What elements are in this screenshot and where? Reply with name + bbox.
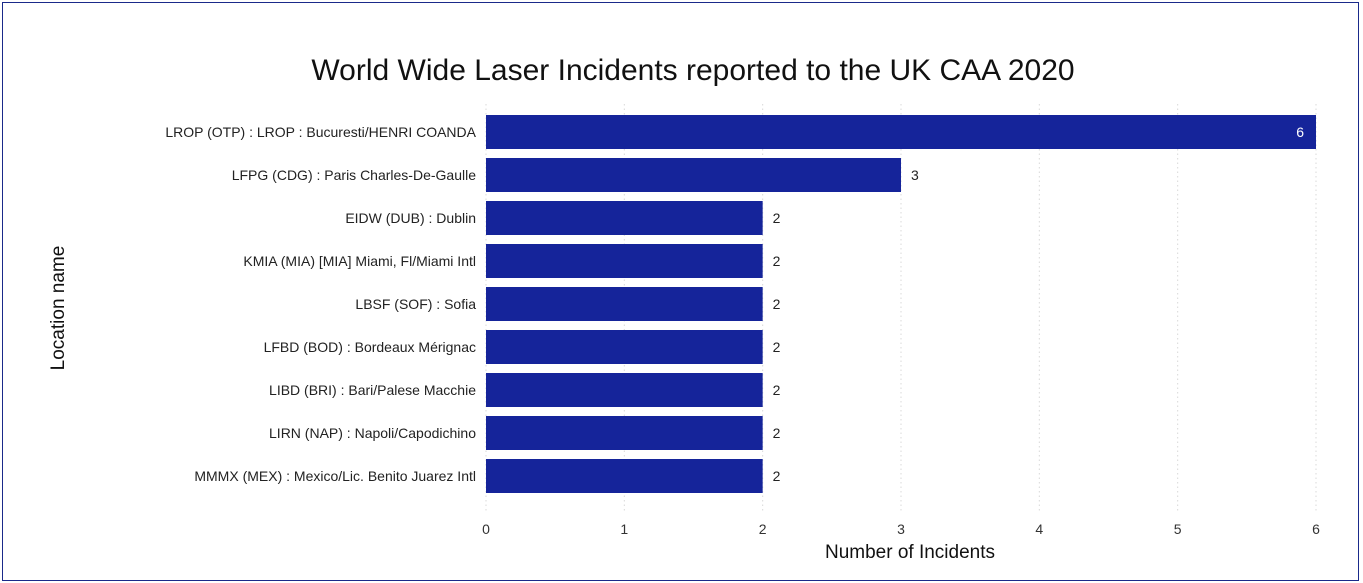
bar xyxy=(486,244,763,278)
category-labels: LROP (OTP) : LROP : Bucuresti/HENRI COAN… xyxy=(165,124,476,484)
category-label: KMIA (MIA) [MIA] Miami, Fl/Miami Intl xyxy=(243,253,476,269)
data-label: 2 xyxy=(773,468,781,484)
category-label: MMMX (MEX) : Mexico/Lic. Benito Juarez I… xyxy=(194,468,476,484)
x-tick-labels: 0 1 2 3 4 5 6 xyxy=(482,521,1320,537)
data-label: 2 xyxy=(773,382,781,398)
bar xyxy=(486,158,901,192)
chart-title: World Wide Laser Incidents reported to t… xyxy=(311,54,1074,87)
data-label: 3 xyxy=(911,167,919,183)
x-tick-label: 6 xyxy=(1312,521,1320,537)
x-tick-label: 3 xyxy=(897,521,905,537)
data-label: 2 xyxy=(773,210,781,226)
data-label: 2 xyxy=(773,425,781,441)
category-label: LIRN (NAP) : Napoli/Capodichino xyxy=(269,425,476,441)
data-labels: 6 3 2 2 2 2 2 2 2 xyxy=(773,124,1305,484)
category-label: LFPG (CDG) : Paris Charles-De-Gaulle xyxy=(232,167,476,183)
category-label: LBSF (SOF) : Sofia xyxy=(355,296,476,312)
bar xyxy=(486,115,1316,149)
x-tick-label: 2 xyxy=(759,521,767,537)
data-label: 6 xyxy=(1296,124,1304,140)
bar xyxy=(486,287,763,321)
y-axis-title: Location name xyxy=(48,246,69,371)
bar xyxy=(486,330,763,364)
bar xyxy=(486,373,763,407)
bar xyxy=(486,459,763,493)
x-axis-title: Number of Incidents xyxy=(825,542,995,563)
category-label: LFBD (BOD) : Bordeaux Mérignac xyxy=(264,339,476,355)
category-label: LIBD (BRI) : Bari/Palese Macchie xyxy=(269,382,476,398)
x-tick-label: 1 xyxy=(620,521,628,537)
category-label: EIDW (DUB) : Dublin xyxy=(345,210,476,226)
x-tick-label: 5 xyxy=(1174,521,1182,537)
data-label: 2 xyxy=(773,339,781,355)
x-tick-label: 4 xyxy=(1035,521,1043,537)
bar xyxy=(486,201,763,235)
bars xyxy=(486,115,1316,493)
x-tick-label: 0 xyxy=(482,521,490,537)
data-label: 2 xyxy=(773,296,781,312)
data-label: 2 xyxy=(773,253,781,269)
bar xyxy=(486,416,763,450)
category-label: LROP (OTP) : LROP : Bucuresti/HENRI COAN… xyxy=(165,124,476,140)
